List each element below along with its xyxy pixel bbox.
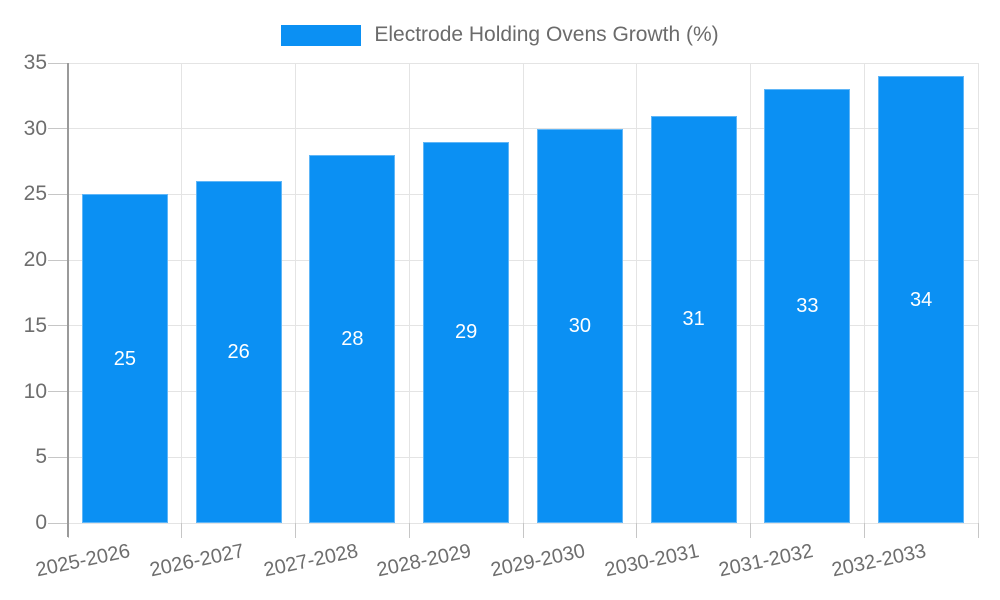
- x-tick-mark: [181, 523, 183, 538]
- bar-value-label: 33: [796, 295, 819, 318]
- x-gridline: [977, 63, 979, 523]
- y-axis-label: 30: [23, 116, 47, 140]
- x-axis-label: 2026-2027: [147, 540, 246, 582]
- y-tick-mark: [48, 193, 68, 195]
- bar-value-label: 26: [227, 341, 250, 364]
- bar-2029-2030[interactable]: 30: [536, 128, 623, 523]
- y-axis-label: 10: [23, 379, 47, 403]
- y-axis-label: 15: [23, 313, 47, 337]
- y-axis-label: 0: [35, 511, 47, 535]
- y-axis-line: [67, 63, 69, 537]
- x-tick-mark: [863, 523, 865, 538]
- x-axis-label: 2029-2030: [489, 540, 588, 582]
- x-gridline: [295, 63, 296, 523]
- x-tick-mark: [750, 523, 751, 538]
- x-gridline: [181, 63, 183, 523]
- chart-legend[interactable]: Electrode Holding Ovens Growth (%): [0, 22, 1000, 48]
- x-tick-mark: [977, 523, 979, 538]
- bar-value-label: 30: [568, 314, 591, 337]
- x-axis-label: 2030-2031: [602, 540, 701, 582]
- y-axis-label: 25: [23, 182, 47, 206]
- x-tick-mark: [408, 523, 410, 538]
- bar-value-label: 31: [682, 308, 705, 331]
- y-tick-mark: [48, 259, 68, 261]
- x-tick-mark: [636, 523, 638, 538]
- x-gridline: [522, 63, 524, 523]
- bar-2025-2026[interactable]: 25: [81, 194, 168, 523]
- x-axis-label: 2027-2028: [261, 540, 360, 582]
- x-axis-label: 2031-2032: [716, 540, 815, 582]
- y-tick-mark: [48, 391, 68, 393]
- y-tick-mark: [48, 522, 68, 524]
- legend-swatch: [281, 24, 362, 46]
- bar-value-label: 34: [909, 288, 933, 311]
- bar-value-label: 25: [113, 347, 136, 370]
- bar-2027-2028[interactable]: 28: [309, 155, 396, 523]
- bar-2030-2031[interactable]: 31: [650, 115, 737, 523]
- x-tick-mark: [295, 523, 296, 538]
- bar-2031-2032[interactable]: 33: [764, 89, 851, 523]
- y-axis-label: 20: [23, 248, 47, 272]
- y-axis-label: 35: [23, 51, 47, 75]
- y-tick-mark: [48, 325, 68, 327]
- y-tick-mark: [48, 456, 68, 458]
- x-gridline: [750, 63, 751, 523]
- x-tick-mark: [522, 523, 524, 538]
- x-axis-label: 2028-2029: [375, 540, 474, 582]
- bar-2026-2027[interactable]: 26: [195, 181, 282, 523]
- plot-area: 0 5 10 15 20 25 30 35 25 26 28 29 30 31 33 34 2025-2026 2…: [24, 52, 979, 581]
- x-gridline: [408, 63, 410, 523]
- x-axis-label: 2032-2033: [830, 540, 929, 582]
- bar-value-label: 29: [454, 321, 478, 344]
- bar-2032-2033[interactable]: 34: [878, 76, 965, 523]
- y-tick-mark: [48, 128, 68, 130]
- x-axis-label: 2025-2026: [34, 540, 133, 582]
- x-gridline: [636, 63, 638, 523]
- bar-2028-2029[interactable]: 29: [423, 141, 510, 523]
- bar-value-label: 28: [341, 328, 364, 350]
- legend-label: Electrode Holding Ovens Growth (%): [374, 23, 719, 46]
- y-axis-label: 5: [35, 445, 47, 469]
- x-gridline: [863, 63, 865, 523]
- y-tick-mark: [48, 62, 68, 64]
